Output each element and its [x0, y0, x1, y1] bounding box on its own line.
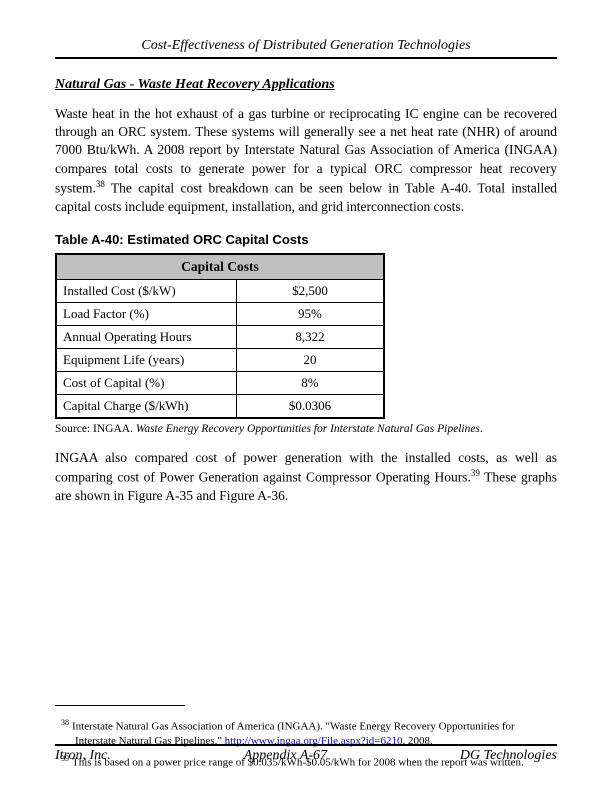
table-row: Capital Charge ($/kWh)$0.0306 — [56, 394, 384, 418]
table-title: Table A-40: Estimated ORC Capital Costs — [55, 232, 557, 247]
table-row: Cost of Capital (%)8% — [56, 371, 384, 394]
table-row: Equipment Life (years)20 — [56, 348, 384, 371]
row-label: Load Factor (%) — [56, 302, 236, 325]
section-heading: Natural Gas - Waste Heat Recovery Applic… — [55, 77, 557, 93]
table-row: Installed Cost ($/kW)$2,500 — [56, 279, 384, 302]
header-rule — [55, 57, 557, 59]
row-value: $0.0306 — [236, 394, 384, 418]
source-prefix: Source: INGAA. — [55, 423, 136, 435]
footnote-ref-39: 39 — [471, 468, 480, 478]
row-label: Equipment Life (years) — [56, 348, 236, 371]
row-label: Annual Operating Hours — [56, 325, 236, 348]
footnote-separator — [55, 705, 185, 706]
table-row: Load Factor (%)95% — [56, 302, 384, 325]
row-value: 20 — [236, 348, 384, 371]
source-suffix: . — [480, 423, 483, 435]
footer-right: DG Technologies — [460, 748, 557, 764]
row-value: 95% — [236, 302, 384, 325]
table-row: Annual Operating Hours8,322 — [56, 325, 384, 348]
table-header: Capital Costs — [56, 254, 384, 280]
footer-left: Itron, Inc. — [55, 748, 111, 764]
footnote-num: 38 — [61, 718, 69, 727]
footer-center: Appendix A-67 — [244, 748, 327, 764]
row-label: Cost of Capital (%) — [56, 371, 236, 394]
paragraph-2: INGAA also compared cost of power genera… — [55, 449, 557, 505]
paragraph-1-after: The capital cost breakdown can be seen b… — [55, 180, 557, 213]
row-value: 8% — [236, 371, 384, 394]
row-label: Installed Cost ($/kW) — [56, 279, 236, 302]
capital-costs-table: Capital Costs Installed Cost ($/kW)$2,50… — [55, 253, 385, 419]
footer-rule — [55, 744, 557, 746]
page-header-title: Cost-Effectiveness of Distributed Genera… — [55, 38, 557, 54]
footnote-ref-38: 38 — [96, 179, 105, 189]
source-title: Waste Energy Recovery Opportunities for … — [136, 423, 480, 435]
row-label: Capital Charge ($/kWh) — [56, 394, 236, 418]
paragraph-1: Waste heat in the hot exhaust of a gas t… — [55, 105, 557, 216]
row-value: 8,322 — [236, 325, 384, 348]
page-footer: Itron, Inc. Appendix A-67 DG Technologie… — [55, 748, 557, 764]
table-source: Source: INGAA. Waste Energy Recovery Opp… — [55, 423, 557, 435]
row-value: $2,500 — [236, 279, 384, 302]
